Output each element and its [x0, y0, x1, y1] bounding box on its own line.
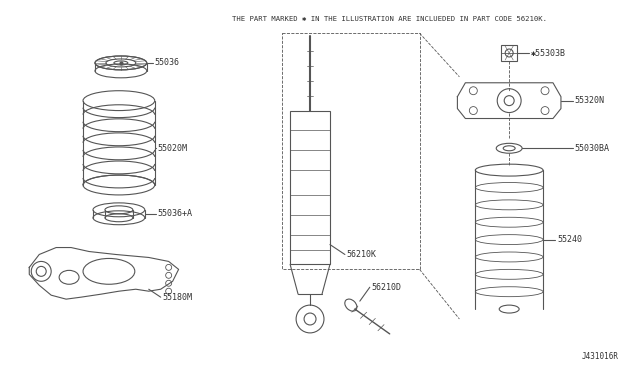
Text: 55036+A: 55036+A: [157, 209, 193, 218]
Text: 55036: 55036: [155, 58, 180, 67]
Text: 55180M: 55180M: [163, 293, 193, 302]
Text: 55240: 55240: [557, 235, 582, 244]
Text: 55020M: 55020M: [157, 144, 188, 153]
Text: 56210K: 56210K: [347, 250, 377, 259]
Text: 56210D: 56210D: [372, 283, 402, 292]
Text: 55030BA: 55030BA: [575, 144, 610, 153]
Text: J431016R: J431016R: [582, 352, 619, 361]
Text: 55320N: 55320N: [575, 96, 605, 105]
Text: THE PART MARKED ✱ IN THE ILLUSTRATION ARE INCLUEDED IN PART CODE 56210K.: THE PART MARKED ✱ IN THE ILLUSTRATION AR…: [232, 16, 547, 22]
Text: ✱55303B: ✱55303B: [531, 48, 566, 58]
